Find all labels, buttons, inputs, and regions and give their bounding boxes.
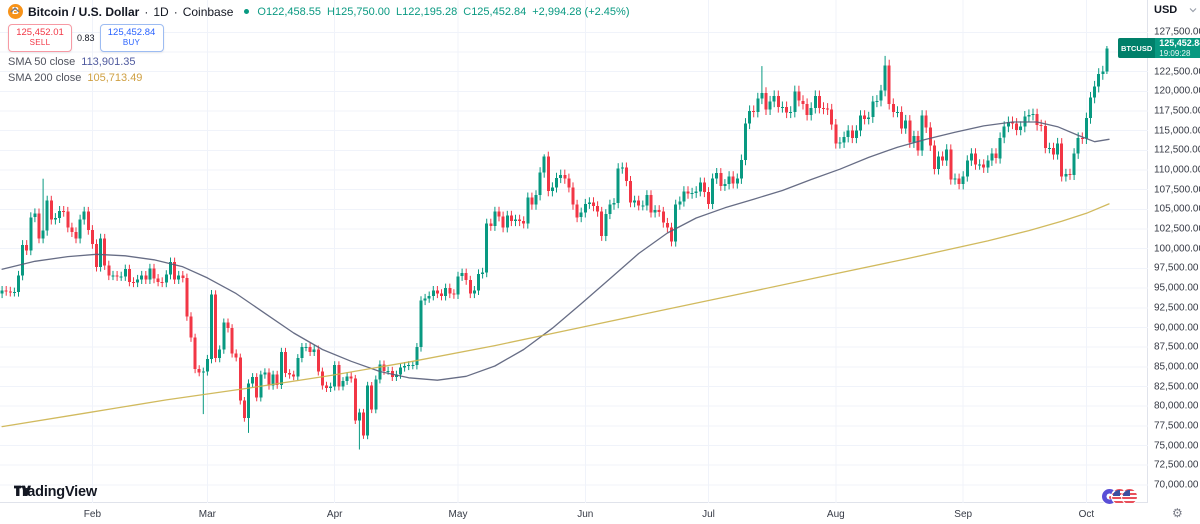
last-price-value: 125,452.84 xyxy=(1159,37,1200,48)
chevron-down-icon[interactable] xyxy=(1189,7,1197,13)
bar-countdown: 19:09:28 xyxy=(1159,48,1191,58)
collapse-indicators-button[interactable] xyxy=(8,7,22,101)
price-tick-label: 80,000.00 xyxy=(1154,400,1199,412)
tradingview-mark-icon xyxy=(14,485,31,496)
price-tick-label: 92,500.00 xyxy=(1154,302,1199,314)
high-value: 125,750.00 xyxy=(334,5,391,18)
price-tick-label: 102,500.00 xyxy=(1154,223,1200,235)
tradingview-logo[interactable]: TradingView xyxy=(14,484,97,500)
open-label: O xyxy=(257,5,266,18)
buy-price: 125,452.84 xyxy=(107,27,156,38)
time-tick-label-apr: Apr xyxy=(326,509,343,520)
high-label: H xyxy=(327,5,335,18)
price-tick-label: 85,000.00 xyxy=(1154,361,1199,373)
time-tick-label-oct: Oct xyxy=(1078,509,1095,520)
time-tick-label-mar: Mar xyxy=(198,509,217,520)
price-tick-label: 112,500.00 xyxy=(1154,144,1200,156)
emoji-stickers[interactable] xyxy=(1101,488,1138,505)
time-tick-label-sep: Sep xyxy=(954,509,973,520)
price-tick-label: 77,500.00 xyxy=(1154,420,1199,432)
symbol-row[interactable]: B Bitcoin / U.S. Dollar · 1D · Coinbase … xyxy=(8,4,630,19)
price-tick-label: 107,500.00 xyxy=(1154,184,1200,196)
price-tick-label: 72,500.00 xyxy=(1154,459,1199,471)
price-tick-label: 117,500.00 xyxy=(1154,105,1200,117)
chart-legend: B Bitcoin / U.S. Dollar · 1D · Coinbase … xyxy=(8,4,630,101)
time-tick-label-feb: Feb xyxy=(83,509,102,520)
tradingview-wordmark: TradingView xyxy=(14,484,97,500)
price-tick-label: 115,000.00 xyxy=(1154,125,1200,137)
sell-price: 125,452.01 xyxy=(16,27,64,38)
low-label: L xyxy=(396,5,403,18)
symbol-title[interactable]: Bitcoin / U.S. Dollar xyxy=(28,4,140,19)
price-tick-label: 120,000.00 xyxy=(1154,85,1200,97)
symbol-chip: BTCUSD xyxy=(1118,38,1156,59)
price-tick-label: 90,000.00 xyxy=(1154,322,1199,333)
sma200-name: SMA 200 close xyxy=(8,71,82,84)
sma200-value: 105,713.49 xyxy=(87,71,143,84)
separator-dot: · xyxy=(144,4,149,19)
indicator-sma50-row[interactable]: SMA 50 close 113,901.35 xyxy=(8,56,630,68)
price-tick-label: 100,000.00 xyxy=(1154,243,1200,255)
time-tick-label-aug: Aug xyxy=(826,509,845,520)
close-label: C xyxy=(463,5,472,18)
separator-dot: · xyxy=(173,4,178,19)
price-tick-label: 75,000.00 xyxy=(1154,440,1199,451)
bitcoin-icon: B xyxy=(8,4,23,19)
chart-plot-area[interactable]: B Bitcoin / U.S. Dollar · 1D · Coinbase … xyxy=(0,0,1148,505)
sell-label: SELL xyxy=(29,38,51,48)
price-tick-label: 105,000.00 xyxy=(1154,203,1200,215)
price-tick-label: 122,500.00 xyxy=(1154,66,1200,78)
interval-label[interactable]: 1D xyxy=(153,4,169,19)
price-tick-label: 110,000.00 xyxy=(1154,164,1200,176)
chevron-up-icon xyxy=(10,7,20,13)
low-value: 122,195.28 xyxy=(402,5,458,18)
gear-icon[interactable]: ⚙ xyxy=(1172,506,1183,520)
indicator-sma200-row[interactable]: SMA 200 close 105,713.49 xyxy=(8,72,630,84)
buy-button[interactable]: 125,452.84 BUY xyxy=(99,24,164,52)
market-status-icon[interactable] xyxy=(244,9,250,14)
close-value: 125,452.84 xyxy=(471,5,527,18)
time-tick-label-jun: Jun xyxy=(577,509,594,520)
last-price-main: 125,452.84 19:09:28 xyxy=(1155,37,1200,59)
sell-button[interactable]: 125,452.01 SELL xyxy=(8,24,72,52)
time-tick-label-jul: Jul xyxy=(702,509,715,520)
change-value: +2,994.28 (+2.45%) xyxy=(532,5,630,18)
last-price-tag[interactable]: BTCUSD 125,452.84 19:09:28 xyxy=(1118,37,1200,59)
price-tick-label: 70,000.00 xyxy=(1154,479,1199,491)
spread-value: 0.83 xyxy=(77,32,95,43)
price-axis[interactable]: USD 127,500.00125,000.00122,500.00120,00… xyxy=(1149,0,1200,503)
exchange-label[interactable]: Coinbase xyxy=(182,4,234,19)
candlestick-chart[interactable] xyxy=(0,0,1148,503)
time-axis[interactable]: Feb Mar Apr May Jun Jul Aug Sep Oct xyxy=(0,504,1148,524)
buy-label: BUY xyxy=(122,38,141,48)
ohlc-values: O122,458.55 H125,750.00 L122,195.28 C125… xyxy=(257,6,629,18)
sma50-value: 113,901.35 xyxy=(81,55,136,68)
axis-currency-label[interactable]: USD xyxy=(1154,4,1178,16)
price-tick-label: 97,500.00 xyxy=(1154,262,1199,274)
price-tick-label: 87,500.00 xyxy=(1154,341,1199,353)
us-flag-sticker-icon[interactable] xyxy=(1121,488,1138,505)
trade-buttons-row: 125,452.01 SELL 0.83 125,452.84 BUY xyxy=(8,24,630,52)
sma50-name: SMA 50 close xyxy=(8,55,76,68)
price-tick-label: 82,500.00 xyxy=(1154,381,1199,392)
open-value: 122,458.55 xyxy=(265,5,322,18)
time-tick-label-may: May xyxy=(448,509,468,520)
price-tick-label: 95,000.00 xyxy=(1154,282,1199,294)
price-tick-label: 127,500.00 xyxy=(1154,26,1200,38)
